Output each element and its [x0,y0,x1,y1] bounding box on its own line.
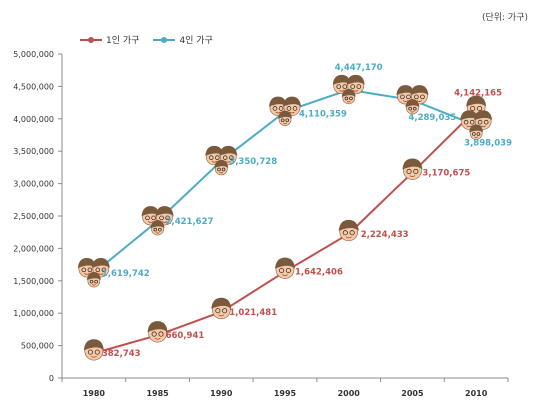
legend-item-four: 4인 가구 [153,33,213,46]
x-tick-label: 2010 [465,389,488,398]
x-tick-label: 2005 [401,389,424,398]
data-label-single: 382,743 [102,349,141,359]
legend-label-single: 1인 가구 [106,36,140,46]
legend: 1인 가구 4인 가구 [80,33,213,46]
y-tick-label: 2,500,000 [13,212,54,221]
data-label-single: 1,642,406 [295,268,343,278]
data-label-four: 1,619,742 [102,269,150,279]
legend-swatch-single [80,35,102,45]
y-tick-label: 5,000,000 [13,50,54,59]
data-label-single: 1,021,481 [229,308,277,318]
data-label-four: 3,898,039 [464,138,512,148]
data-point-single [211,297,232,320]
y-tick-label: 3,000,000 [13,180,54,189]
data-label-four: 2,421,627 [166,217,214,227]
single-person-face-icon [275,257,295,279]
y-tick-label: 3,500,000 [13,147,54,156]
y-tick-label: 1,000,000 [13,309,54,318]
data-label-single: 4,142,165 [454,89,502,99]
data-label-four: 4,289,035 [408,113,456,123]
legend-label-four: 4인 가구 [179,36,213,46]
data-point-single [338,219,359,242]
y-tick-label: 500,000 [21,342,54,351]
data-point-single [275,257,295,279]
y-tick-label: 1,500,000 [13,277,54,286]
x-tick-label: 1980 [83,389,106,398]
family-child-face-icon [405,99,420,115]
data-point-four [205,145,238,176]
y-tick-label: 4,500,000 [13,82,54,91]
series-single-household: 382,743 660,941 1,021,481 1,642,406 2,224,43… [83,89,502,361]
data-point-four [141,206,174,236]
x-tick-label: 1990 [210,389,233,398]
y-tick-label: 4,000,000 [13,115,54,124]
data-point-four [396,85,429,115]
family-child-face-icon [150,220,165,236]
family-child-face-icon [86,272,101,288]
data-point-single [147,321,168,343]
single-person-face-icon [338,219,359,242]
family-child-face-icon [278,110,292,126]
data-point-four [460,110,493,140]
family-parent-face-icon [396,85,415,105]
family-child-face-icon [214,159,229,176]
x-tick-label: 2000 [338,389,361,398]
unit-note: (단위: 가구) [481,13,528,23]
legend-item-single: 1인 가구 [80,33,139,46]
x-tick-label: 1985 [146,389,169,398]
data-point-four [332,74,365,105]
y-tick-label: 2,000,000 [13,244,54,253]
single-person-face-icon [211,297,232,320]
single-person-face-icon [147,321,168,343]
data-label-four: 4,447,170 [335,63,383,73]
legend-swatch-four [153,35,176,45]
y-tick-label: 0 [49,374,54,383]
family-child-face-icon [469,124,484,140]
data-label-single: 2,224,433 [361,230,409,240]
series-line-single [93,108,477,355]
family-parent-face-icon [155,206,174,226]
data-label-single: 660,941 [166,331,205,341]
single-person-face-icon [402,158,423,180]
single-person-face-icon [83,339,104,361]
data-point-four [77,258,110,288]
family-parent-face-icon [205,145,224,166]
data-label-four: 4,110,359 [299,110,347,120]
x-tick-label: 1995 [274,389,297,398]
series-four-household: 1,619,742 2,421,627 3,350,728 4,110,359 4,44… [77,63,512,288]
data-point-single [402,158,423,180]
data-label-four: 3,350,728 [229,157,277,167]
data-point-four [269,96,301,126]
data-label-single: 3,170,675 [422,169,470,179]
data-point-single [83,339,104,361]
family-child-face-icon [341,88,356,105]
